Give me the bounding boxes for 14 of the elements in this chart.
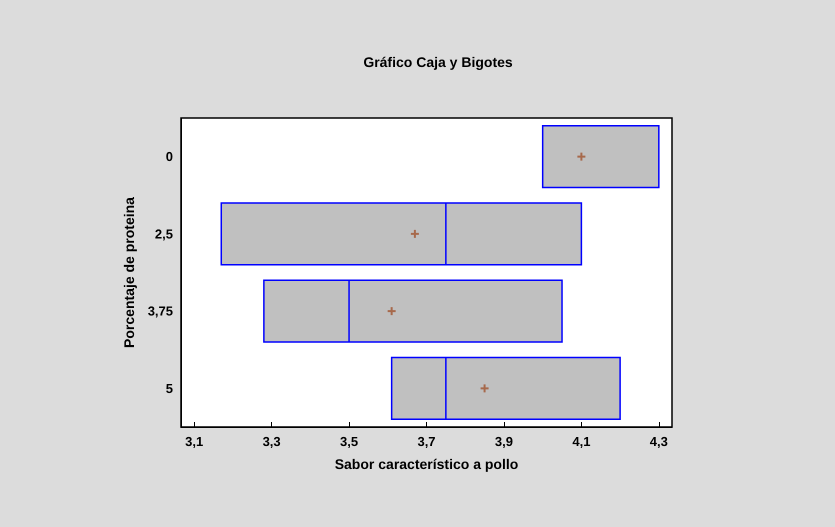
x-tick-label: 4,1	[572, 434, 590, 449]
y-tick-label: 5	[166, 380, 173, 396]
x-tick-label: 3,5	[340, 434, 358, 449]
x-tick-label: 4,3	[650, 434, 668, 449]
x-tick-label: 3,1	[185, 434, 204, 449]
y-tick-label: 3,75	[148, 304, 173, 319]
x-tick-label: 3,9	[494, 434, 513, 449]
y-tick-label: 2,5	[154, 226, 173, 242]
y-axis-title: Porcentaje de proteina	[121, 196, 137, 348]
x-axis-title: Sabor característico a pollo	[334, 456, 518, 472]
x-tick-label: 3,7	[417, 434, 436, 449]
y-tick-label: 0	[166, 149, 173, 164]
x-tick-label: 3,3	[262, 434, 281, 449]
chart-title: Gráfico Caja y Bigotes	[363, 54, 513, 70]
